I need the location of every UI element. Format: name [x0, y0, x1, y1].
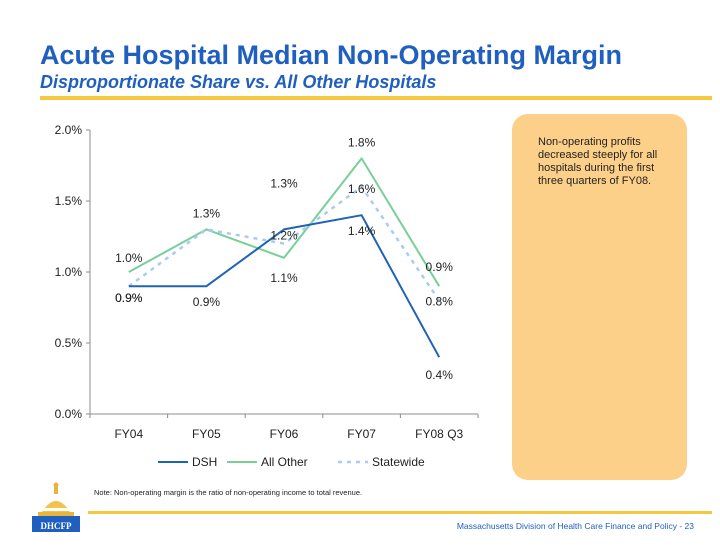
series-line-all-other — [128, 157, 441, 287]
data-label: 1.3% — [270, 176, 298, 190]
series-line-dsh — [128, 214, 441, 358]
data-label: 1.3% — [193, 206, 221, 220]
data-label: 0.9% — [115, 291, 143, 305]
x-tick-label: FY05 — [192, 427, 221, 441]
page-subtitle: Disproportionate Share vs. All Other Hos… — [40, 72, 437, 92]
data-label: 1.2% — [270, 229, 298, 243]
x-tick-label: FY04 — [114, 427, 143, 441]
data-label: 1.1% — [270, 271, 298, 285]
y-tick-label: 0.0% — [55, 407, 83, 421]
legend-label: Statewide — [372, 455, 425, 469]
x-tick-label: FY07 — [347, 427, 376, 441]
data-label: 0.9% — [426, 260, 454, 274]
data-label: 1.0% — [115, 251, 143, 265]
y-tick-label: 1.5% — [55, 194, 83, 208]
data-label: 0.9% — [115, 291, 143, 305]
page-title: Acute Hospital Median Non-Operating Marg… — [40, 40, 623, 70]
y-tick-label: 1.0% — [55, 265, 83, 279]
data-label: 1.4% — [348, 224, 376, 238]
data-label: 1.6% — [348, 182, 376, 196]
footer-divider — [88, 511, 712, 514]
y-tick-label: 2.0% — [55, 123, 83, 137]
x-tick-label: FY06 — [270, 427, 299, 441]
logo-text: DHCFP — [40, 521, 72, 531]
chart-note: Note: Non-operating margin is the ratio … — [94, 488, 363, 497]
data-label: 0.8% — [426, 294, 454, 308]
callout-box — [512, 114, 687, 480]
x-tick-label: FY08 Q3 — [415, 427, 463, 441]
footer-text: Massachusetts Division of Health Care Fi… — [456, 521, 694, 531]
data-label: 0.4% — [426, 368, 454, 382]
callout-text: Non-operating profits decreased steeply … — [538, 136, 658, 187]
legend-label: All Other — [261, 455, 308, 469]
data-label: 1.8% — [348, 135, 376, 149]
data-label: 0.9% — [193, 295, 221, 309]
series-line-statewide — [128, 185, 441, 302]
title-divider — [40, 96, 712, 100]
dhcfp-logo — [32, 482, 80, 532]
y-tick-label: 0.5% — [55, 336, 83, 350]
legend-label: DSH — [192, 455, 217, 469]
